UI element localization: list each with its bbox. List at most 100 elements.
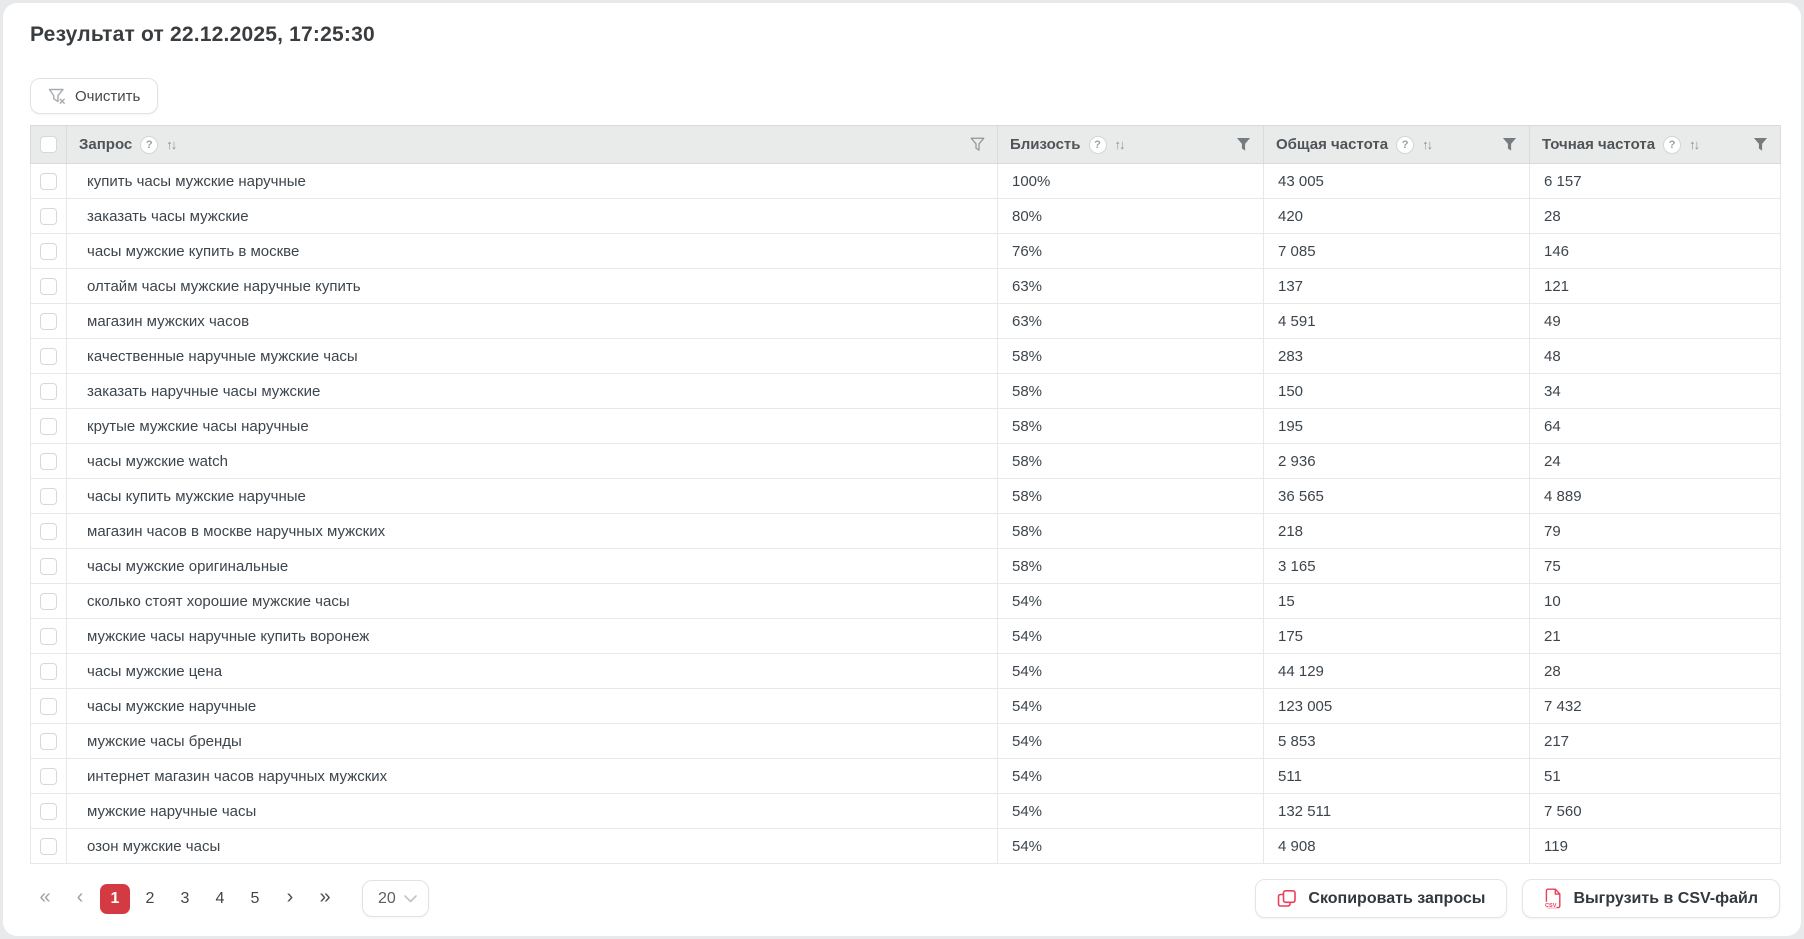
help-icon[interactable]: ?	[1663, 135, 1682, 154]
total-frequency-cell: 195	[1263, 408, 1530, 444]
proximity-cell: 54%	[997, 828, 1264, 864]
row-checkbox[interactable]	[40, 382, 57, 400]
row-checkbox[interactable]	[40, 627, 57, 645]
sort-icon[interactable]: ↑↓	[166, 137, 177, 152]
copy-queries-button[interactable]: Скопировать запросы	[1255, 879, 1508, 918]
row-checkbox[interactable]	[40, 697, 57, 715]
row-checkbox[interactable]	[40, 522, 57, 540]
exact-frequency-cell: 10	[1529, 583, 1781, 619]
help-icon[interactable]: ?	[1396, 135, 1415, 154]
exact-frequency-cell: 7 432	[1529, 688, 1781, 724]
row-checkbox[interactable]	[40, 487, 57, 505]
filter-icon[interactable]	[1236, 137, 1251, 152]
row-checkbox[interactable]	[40, 277, 57, 295]
exact-frequency-cell: 119	[1529, 828, 1781, 864]
svg-text:CSV: CSV	[1545, 903, 1557, 909]
row-checkbox[interactable]	[40, 312, 57, 330]
proximity-cell: 63%	[997, 268, 1264, 304]
next-page-button[interactable]: ›	[275, 884, 305, 914]
sort-icon[interactable]: ↑↓	[1422, 137, 1433, 152]
page-button[interactable]: 3	[170, 884, 200, 914]
query-cell: мужские часы наручные купить воронеж	[66, 618, 998, 654]
row-checkbox[interactable]	[40, 172, 57, 190]
page-button[interactable]: 4	[205, 884, 235, 914]
total-frequency-cell: 4 591	[1263, 303, 1530, 339]
query-cell: купить часы мужские наручные	[66, 163, 998, 199]
row-checkbox[interactable]	[40, 417, 57, 435]
row-checkbox[interactable]	[40, 242, 57, 260]
row-checkbox[interactable]	[40, 592, 57, 610]
copy-queries-label: Скопировать запросы	[1308, 889, 1486, 907]
page-button[interactable]: 2	[135, 884, 165, 914]
row-checkbox[interactable]	[40, 732, 57, 750]
first-page-button[interactable]: «	[30, 884, 60, 914]
filter-icon[interactable]	[1753, 137, 1768, 152]
total-frequency-cell: 511	[1263, 758, 1530, 794]
table-row: крутые мужские часы наручные 58% 195 64	[30, 408, 1781, 444]
clear-filters-button[interactable]: Очистить	[30, 78, 159, 114]
table-row: часы мужские watch 58% 2 936 24	[30, 443, 1781, 479]
total-frequency-cell: 420	[1263, 198, 1530, 234]
table-row: заказать часы мужские 80% 420 28	[30, 198, 1781, 234]
query-cell: часы мужские цена	[66, 653, 998, 689]
column-header-proximity: Близость ? ↑↓	[997, 125, 1264, 164]
proximity-cell: 58%	[997, 373, 1264, 409]
table-row: купить часы мужские наручные 100% 43 005…	[30, 163, 1781, 199]
query-cell: часы мужские наручные	[66, 688, 998, 724]
total-frequency-cell: 175	[1263, 618, 1530, 654]
help-icon[interactable]: ?	[140, 135, 159, 154]
proximity-cell: 58%	[997, 408, 1264, 444]
row-checkbox[interactable]	[40, 802, 57, 820]
filter-icon[interactable]	[970, 137, 985, 152]
page-button-active[interactable]: 1	[100, 883, 130, 914]
proximity-cell: 54%	[997, 583, 1264, 619]
exact-frequency-cell: 146	[1529, 233, 1781, 269]
table-row: часы мужские наручные 54% 123 005 7 432	[30, 688, 1781, 724]
sort-icon[interactable]: ↑↓	[1114, 137, 1126, 152]
table-body: купить часы мужские наручные 100% 43 005…	[30, 163, 1781, 864]
row-checkbox[interactable]	[40, 557, 57, 575]
footer-actions: Скопировать запросы CSV Выгрузить в CSV-…	[1255, 879, 1780, 918]
exact-frequency-cell: 4 889	[1529, 478, 1781, 514]
export-csv-button[interactable]: CSV Выгрузить в CSV-файл	[1522, 879, 1780, 918]
total-frequency-cell: 5 853	[1263, 723, 1530, 759]
exact-frequency-cell: 21	[1529, 618, 1781, 654]
row-checkbox[interactable]	[40, 837, 57, 855]
table-row: часы купить мужские наручные 58% 36 565 …	[30, 478, 1781, 514]
page-title: Результат от 22.12.2025, 17:25:30	[30, 23, 375, 46]
row-checkbox[interactable]	[40, 767, 57, 785]
select-all-checkbox[interactable]	[40, 135, 57, 153]
query-cell: часы мужские оригинальные	[66, 548, 998, 584]
row-checkbox[interactable]	[40, 207, 57, 225]
table-header-row: Запрос ? ↑↓ Близость ? ↑↓	[30, 125, 1781, 164]
page-button[interactable]: 5	[240, 884, 270, 914]
column-label-exact-frequency: Точная частота	[1542, 136, 1656, 153]
query-cell: магазин мужских часов	[66, 303, 998, 339]
total-frequency-cell: 15	[1263, 583, 1530, 619]
exact-frequency-cell: 75	[1529, 548, 1781, 584]
prev-page-button[interactable]: ‹	[65, 884, 95, 914]
page-size-select[interactable]: 20	[362, 880, 429, 917]
table-row: часы мужские цена 54% 44 129 28	[30, 653, 1781, 689]
filter-icon[interactable]	[1502, 137, 1517, 152]
table-row: интернет магазин часов наручных мужских …	[30, 758, 1781, 794]
row-checkbox[interactable]	[40, 452, 57, 470]
row-checkbox[interactable]	[40, 347, 57, 365]
exact-frequency-cell: 7 560	[1529, 793, 1781, 829]
exact-frequency-cell: 6 157	[1529, 163, 1781, 199]
help-icon[interactable]: ?	[1088, 135, 1107, 154]
last-page-button[interactable]: »	[310, 884, 340, 914]
exact-frequency-cell: 28	[1529, 653, 1781, 689]
sort-icon[interactable]: ↑↓	[1689, 137, 1700, 152]
column-header-total-frequency: Общая частота ? ↑↓	[1263, 125, 1530, 164]
results-card: Результат от 22.12.2025, 17:25:30 Очисти…	[3, 3, 1801, 936]
row-checkbox[interactable]	[40, 662, 57, 680]
column-label-proximity: Близость	[1010, 136, 1081, 153]
total-frequency-cell: 36 565	[1263, 478, 1530, 514]
proximity-cell: 54%	[997, 793, 1264, 829]
total-frequency-cell: 43 005	[1263, 163, 1530, 199]
total-frequency-cell: 132 511	[1263, 793, 1530, 829]
table-row: мужские часы наручные купить воронеж 54%…	[30, 618, 1781, 654]
